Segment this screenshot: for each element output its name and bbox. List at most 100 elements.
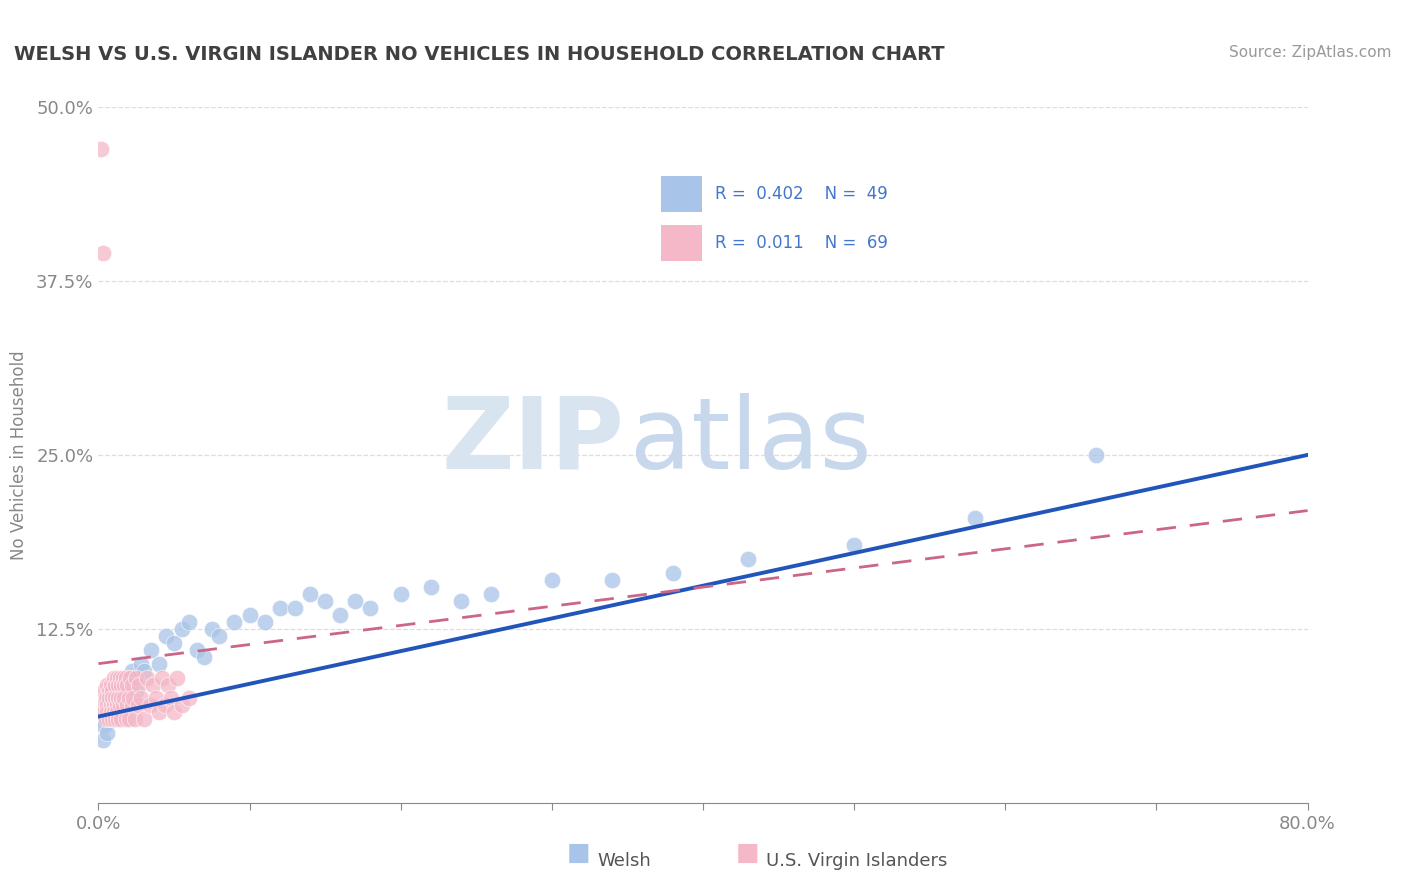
Point: [114, 712, 136, 726]
Point: [101, 691, 124, 706]
Text: R =  0.011    N =  69: R = 0.011 N = 69: [714, 234, 887, 252]
Point: [602, 573, 624, 587]
Point: [96, 677, 118, 691]
Point: [186, 642, 208, 657]
Point: [105, 706, 128, 720]
Point: [163, 636, 186, 650]
Point: [239, 607, 262, 622]
Point: [103, 698, 125, 713]
Point: [124, 712, 146, 726]
Bar: [661, 176, 702, 211]
Point: [314, 594, 336, 608]
Point: [100, 698, 122, 713]
Point: [112, 691, 135, 706]
Point: [91, 246, 114, 260]
Point: [98, 712, 121, 726]
Point: [132, 664, 155, 678]
Point: [965, 510, 987, 524]
Point: [128, 677, 150, 691]
Y-axis label: No Vehicles in Household: No Vehicles in Household: [10, 350, 28, 560]
Point: [145, 691, 167, 706]
Point: [142, 677, 165, 691]
Point: [96, 698, 118, 713]
Text: Welsh: Welsh: [598, 852, 651, 870]
Point: [105, 671, 128, 685]
Point: [170, 698, 193, 713]
Point: [93, 719, 115, 733]
Point: [91, 733, 114, 747]
Point: [98, 684, 121, 698]
Point: [125, 671, 148, 685]
Point: [224, 615, 246, 629]
Point: [163, 706, 186, 720]
Point: [132, 712, 155, 726]
Point: [107, 691, 129, 706]
Point: [389, 587, 412, 601]
Text: U.S. Virgin Islanders: U.S. Virgin Islanders: [766, 852, 948, 870]
Point: [135, 671, 157, 685]
Point: [201, 622, 224, 636]
Text: WELSH VS U.S. VIRGIN ISLANDER NO VEHICLES IN HOUSEHOLD CORRELATION CHART: WELSH VS U.S. VIRGIN ISLANDER NO VEHICLE…: [14, 45, 945, 63]
Point: [141, 642, 163, 657]
Point: [110, 691, 132, 706]
Point: [179, 615, 201, 629]
Point: [344, 594, 367, 608]
Text: atlas: atlas: [630, 392, 872, 490]
Point: [98, 706, 121, 720]
Point: [122, 691, 145, 706]
Point: [104, 691, 127, 706]
Point: [844, 538, 866, 552]
Point: [104, 677, 127, 691]
Point: [111, 671, 134, 685]
Point: [108, 684, 131, 698]
Text: ■: ■: [567, 841, 591, 865]
Point: [115, 677, 138, 691]
Point: [540, 573, 562, 587]
Point: [329, 607, 352, 622]
Point: [193, 649, 215, 664]
Point: [121, 664, 143, 678]
Point: [108, 671, 131, 685]
Point: [284, 601, 307, 615]
Point: [108, 698, 131, 713]
Point: [105, 691, 128, 706]
Point: [91, 698, 114, 713]
Bar: [661, 225, 702, 260]
Point: [160, 691, 183, 706]
Point: [179, 691, 201, 706]
Point: [110, 712, 132, 726]
Point: [104, 712, 127, 726]
Point: [208, 629, 231, 643]
Point: [118, 677, 141, 691]
Point: [148, 706, 170, 720]
Point: [360, 601, 382, 615]
Point: [100, 677, 122, 691]
Point: [100, 684, 122, 698]
Point: [103, 698, 125, 713]
Point: [139, 698, 162, 713]
Point: [166, 671, 188, 685]
Point: [170, 622, 193, 636]
Point: [150, 671, 173, 685]
Point: [253, 615, 276, 629]
Point: [269, 601, 291, 615]
Point: [107, 677, 129, 691]
Text: ZIP: ZIP: [441, 392, 624, 490]
Point: [101, 712, 124, 726]
Point: [121, 698, 143, 713]
Point: [111, 698, 134, 713]
Point: [101, 684, 124, 698]
Point: [661, 566, 683, 581]
Point: [118, 691, 141, 706]
Point: [450, 594, 472, 608]
Point: [98, 691, 121, 706]
Point: [96, 706, 118, 720]
Point: [100, 706, 122, 720]
Point: [129, 657, 152, 671]
Point: [103, 706, 125, 720]
Point: [105, 698, 128, 713]
Point: [114, 671, 136, 685]
Text: Source: ZipAtlas.com: Source: ZipAtlas.com: [1229, 45, 1392, 60]
Point: [299, 587, 322, 601]
Point: [121, 677, 143, 691]
